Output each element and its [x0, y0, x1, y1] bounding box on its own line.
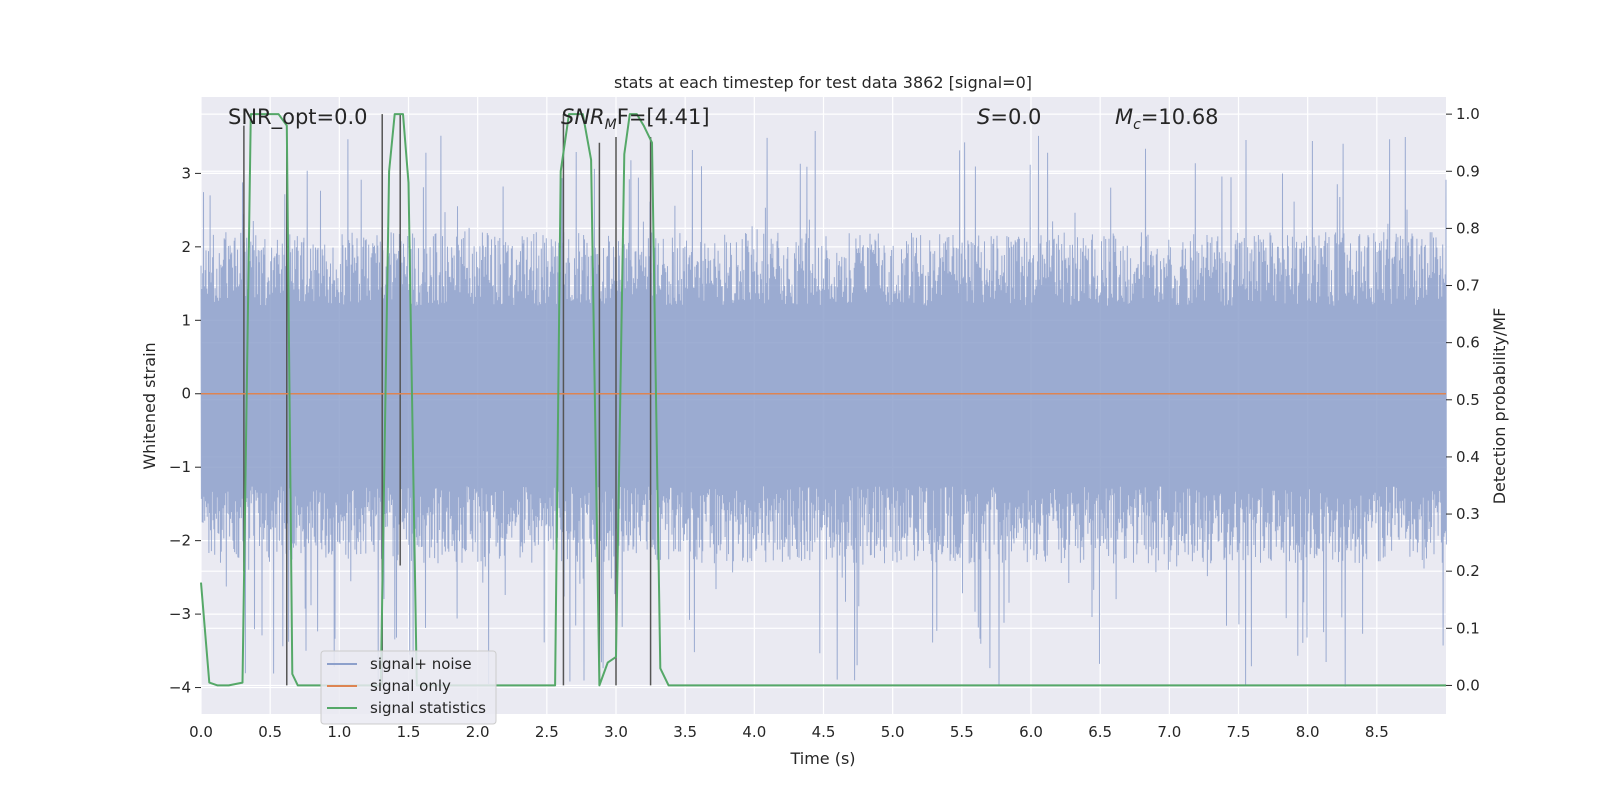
- y2-tick-label: 0.4: [1456, 448, 1480, 466]
- y2-tick-label: 0.3: [1456, 505, 1480, 523]
- noise-series-layer: [200, 130, 1447, 687]
- y-tick-label: −2: [169, 532, 191, 550]
- series-signal-noise: [200, 130, 1447, 687]
- annotation-mc-value: =10.68: [1141, 105, 1219, 129]
- x-tick-label: 4.5: [812, 723, 836, 741]
- x-tick-label: 7.5: [1227, 723, 1251, 741]
- x-tick-label: 1.0: [327, 723, 351, 741]
- y2-tick-label: 0.8: [1456, 219, 1480, 237]
- annotation-s-stat: S=0.0: [977, 105, 1041, 129]
- annotation-snr-opt: SNR_opt=0.0: [228, 105, 368, 130]
- y2-tick-label: 0.6: [1456, 334, 1480, 352]
- x-axis-label: Time (s): [789, 749, 855, 768]
- x-tick-label: 2.5: [535, 723, 559, 741]
- y-tick-label: 2: [181, 238, 191, 256]
- x-tick-label: 3.0: [604, 723, 628, 741]
- x-tick-label: 8.0: [1296, 723, 1320, 741]
- annotation-snr-mf-subscript: M: [605, 117, 617, 133]
- y2-tick-label: 0.2: [1456, 562, 1480, 580]
- annotation-snr-mf: SNRMF=[4.41]: [561, 105, 710, 133]
- annotation-snr-mf-symbol: SNR: [561, 105, 605, 129]
- x-tick-label: 5.5: [950, 723, 974, 741]
- y2-tick-label: 0.0: [1456, 676, 1480, 694]
- annotation-mc-subscript: c: [1133, 117, 1141, 133]
- x-tick-label: 6.5: [1088, 723, 1112, 741]
- annotation-snr-mf-value: F=[4.41]: [617, 105, 710, 129]
- y2-tick-label: 1.0: [1456, 105, 1480, 123]
- legend-label-signal-noise: signal+ noise: [370, 655, 472, 673]
- y2-tick-label: 0.7: [1456, 277, 1480, 295]
- annotation-mc-symbol: M: [1115, 105, 1133, 129]
- y-tick-label: 3: [181, 164, 191, 182]
- legend: signal+ noise signal only signal statist…: [320, 650, 497, 725]
- annotation-s-symbol: S: [977, 105, 990, 129]
- legend-label-signal-only: signal only: [370, 677, 451, 695]
- chart-title: stats at each timestep for test data 386…: [614, 73, 1032, 92]
- x-tick-label: 8.5: [1365, 723, 1389, 741]
- x-tick-label: 5.0: [881, 723, 905, 741]
- y-tick-label: −3: [169, 605, 191, 623]
- annotation-chirp-mass: Mc=10.68: [1115, 105, 1219, 133]
- y-axis-label: Whitened strain: [140, 342, 159, 469]
- y-tick-label: −4: [169, 679, 191, 697]
- x-tick-label: 0.5: [258, 723, 282, 741]
- y-tick-labels: −4 −3 −2 −1 0 1 2 3: [169, 164, 201, 697]
- y2-tick-label: 0.1: [1456, 619, 1480, 637]
- vline-layer: [243, 114, 652, 686]
- line-series-layer: [200, 113, 1446, 687]
- y2-tick-label: 0.9: [1456, 162, 1480, 180]
- legend-label-signal-statistics: signal statistics: [370, 699, 486, 717]
- x-tick-label: 0.0: [189, 723, 213, 741]
- x-tick-labels: 0.0 0.5 1.0 1.5 2.0 2.5 3.0 3.5 4.0 4.5 5.0 5.5 6.0 6…: [189, 723, 1389, 741]
- legend-box: [320, 650, 497, 725]
- x-tick-label: 4.0: [742, 723, 766, 741]
- y-tick-label: 0: [181, 385, 191, 403]
- x-tick-label: 7.0: [1157, 723, 1181, 741]
- annotation-s-value: =0.0: [990, 105, 1041, 129]
- x-tick-label: 1.5: [397, 723, 421, 741]
- x-tick-label: 6.0: [1019, 723, 1043, 741]
- y2-tick-labels: 0.0 0.1 0.2 0.3 0.4 0.5 0.6 0.7 0.8 0.9 1.0: [1446, 105, 1480, 694]
- y2-tick-label: 0.5: [1456, 391, 1480, 409]
- x-tick-label: 3.5: [673, 723, 697, 741]
- y-tick-label: −1: [169, 458, 191, 476]
- x-tick-label: 2.0: [466, 723, 490, 741]
- y-tick-label: 1: [181, 311, 191, 329]
- series-signal-statistics: [200, 113, 1446, 687]
- y2-axis-label: Detection probability/MF: [1490, 308, 1509, 505]
